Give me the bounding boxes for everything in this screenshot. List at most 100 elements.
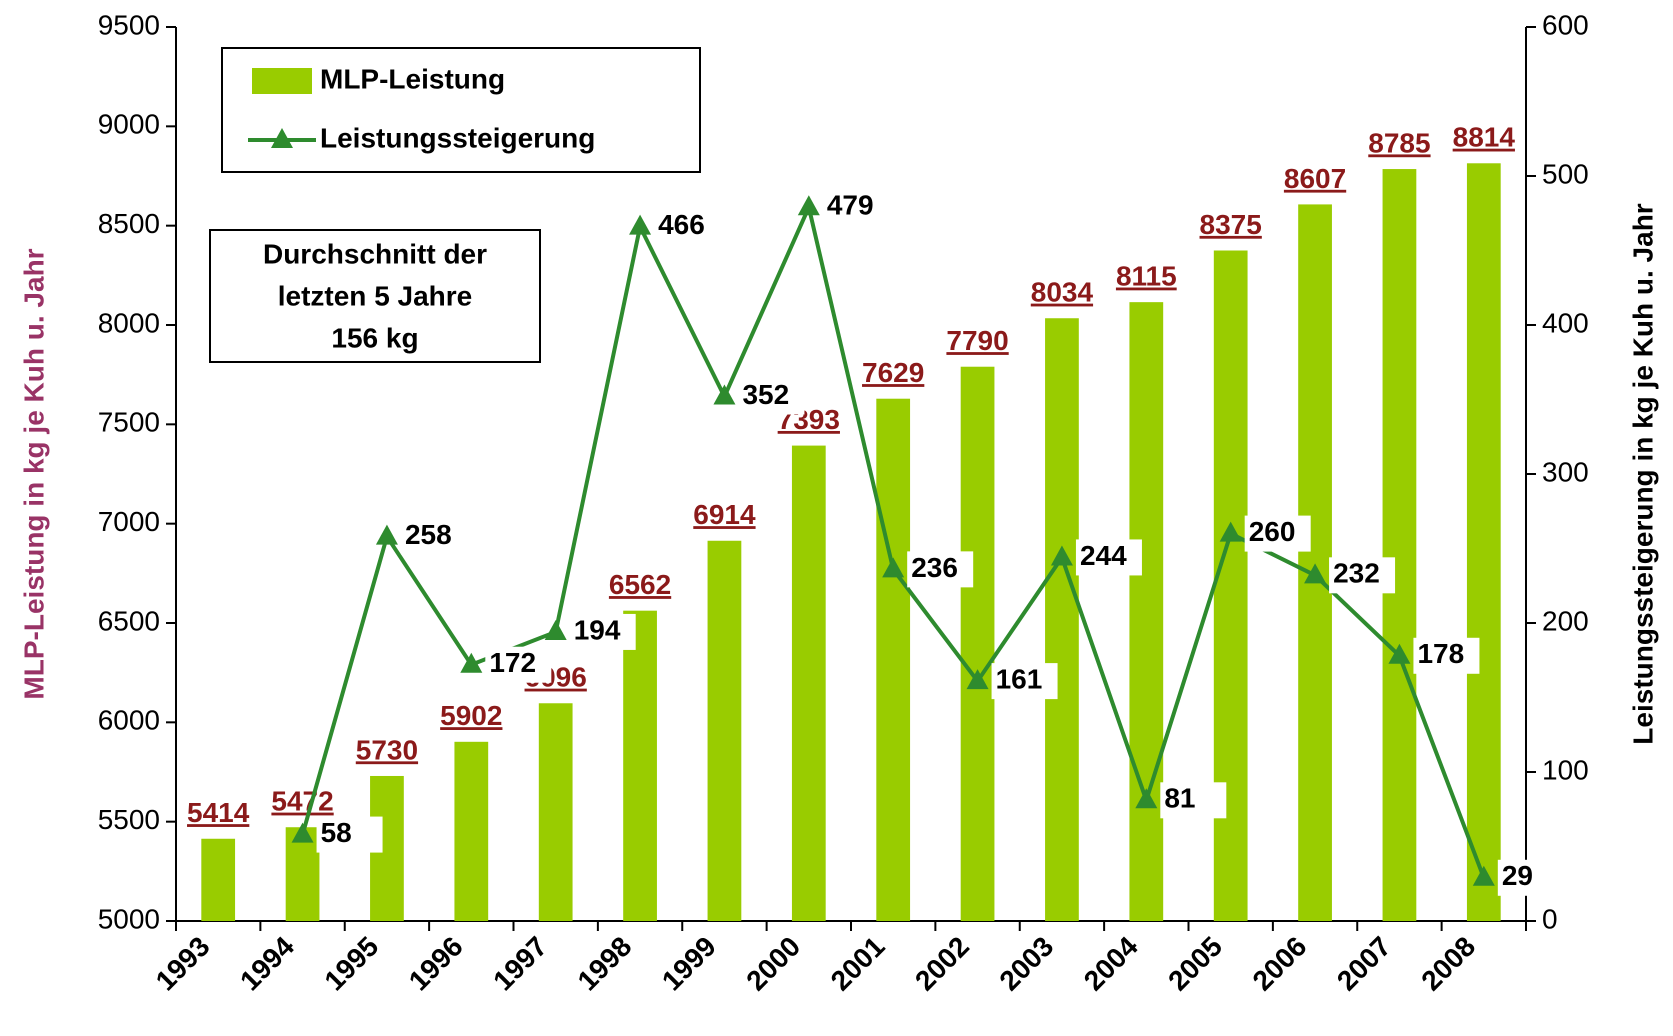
x-tick-label: 2000 [740, 931, 806, 997]
y-tick-label: 9500 [98, 9, 160, 40]
line-label-bg [400, 518, 467, 555]
bar-value-label: 5730 [356, 734, 418, 765]
x-tick-label: 1999 [656, 931, 722, 997]
annotation-text: Durchschnitt der [263, 238, 487, 269]
line-label-bg [316, 816, 383, 853]
line-marker [544, 619, 567, 640]
x-tick-label: 1998 [572, 931, 638, 997]
bar-value-label: 5472 [271, 786, 333, 817]
bar-value-label: 8607 [1284, 163, 1346, 194]
bar-value-label: 8034 [1031, 277, 1094, 308]
bar [707, 540, 742, 921]
line-marker [629, 214, 652, 235]
line-marker [375, 524, 398, 545]
y-axis-title: MLP-Leistung in kg je Kuh u. Jahr [18, 248, 49, 699]
annotation-text: letzten 5 Jahre [278, 280, 473, 311]
y-tick-label: 5000 [98, 903, 160, 934]
line-label-bg [485, 646, 552, 683]
line-value-label: 178 [1417, 638, 1464, 669]
bar [1298, 204, 1332, 922]
line-marker [1050, 545, 1073, 566]
bar [623, 610, 657, 921]
bar [1213, 250, 1248, 921]
line-marker [291, 822, 314, 843]
bar [960, 366, 995, 922]
y-tick-label: 9000 [98, 109, 160, 140]
line-label-bg [1075, 539, 1142, 576]
annotation-box [209, 229, 541, 363]
line-label-bg [1160, 782, 1227, 819]
bar [1382, 169, 1417, 922]
legend-marker [271, 128, 293, 148]
line-label-bg [738, 378, 805, 415]
y-tick-label: 6000 [98, 705, 160, 736]
bar [791, 445, 826, 921]
legend-swatch [252, 68, 312, 94]
line-label-bg [1413, 637, 1480, 674]
line-value-label: 466 [658, 209, 705, 240]
x-tick-label: 2007 [1331, 931, 1397, 997]
line-value-label: 244 [1080, 540, 1127, 571]
bar-value-label: 5902 [440, 700, 502, 731]
x-tick-label: 1995 [318, 931, 384, 997]
line-marker [966, 669, 989, 690]
line-marker [1472, 865, 1495, 886]
line-marker [1135, 788, 1158, 809]
y-tick-label: 8000 [98, 307, 160, 338]
line-label-bg [1497, 859, 1564, 896]
bar [876, 398, 911, 921]
line-value-label: 260 [1249, 516, 1296, 547]
line-label-bg [822, 189, 889, 226]
line-value-label: 352 [742, 379, 789, 410]
x-tick-label: 1993 [150, 931, 216, 997]
line-label-bg [654, 208, 721, 245]
bar [285, 827, 320, 921]
line-value-label: 194 [574, 614, 621, 645]
bar-value-label: 8814 [1453, 122, 1516, 153]
line-label-bg [1244, 515, 1311, 552]
bar-value-label: 8115 [1116, 261, 1177, 292]
bar [1466, 163, 1501, 921]
annotation-text: 156 kg [331, 322, 418, 353]
line-value-label: 232 [1333, 558, 1380, 589]
line-value-label: 29 [1502, 860, 1533, 891]
line-label-bg [1329, 557, 1396, 594]
y2-tick-label: 500 [1542, 158, 1589, 189]
x-tick-label: 2005 [1162, 931, 1228, 997]
line-marker [882, 557, 905, 578]
x-tick-label: 2001 [825, 931, 891, 997]
line-marker [1388, 643, 1411, 664]
bar-value-label: 7629 [862, 357, 924, 388]
bar-value-label: 8375 [1200, 209, 1262, 240]
bar [1045, 318, 1079, 921]
x-tick-label: 2006 [1247, 931, 1313, 997]
x-tick-label: 2008 [1415, 931, 1481, 997]
bar-value-label: 6562 [609, 569, 671, 600]
x-tick-label: 1994 [234, 930, 300, 996]
line-value-label: 81 [1164, 783, 1195, 814]
x-tick-label: 2003 [993, 931, 1059, 997]
y-tick-label: 8500 [98, 208, 160, 239]
y2-tick-label: 600 [1542, 9, 1589, 40]
bar [538, 703, 573, 921]
line-marker [1219, 521, 1242, 542]
y2-axis-title: Leistungssteigerung in kg je Kuh u. Jahr [1627, 203, 1658, 745]
line-marker [797, 195, 820, 216]
y2-tick-label: 0 [1542, 903, 1558, 934]
y-tick-label: 7000 [98, 506, 160, 537]
y2-tick-label: 100 [1542, 754, 1589, 785]
line-value-label: 58 [321, 817, 352, 848]
bar [201, 838, 236, 921]
bar-value-label: 7790 [946, 325, 1008, 356]
bar [1129, 302, 1164, 921]
y2-tick-label: 200 [1542, 605, 1589, 636]
y-tick-label: 6500 [98, 605, 160, 636]
line-marker [713, 384, 736, 405]
x-tick-label: 1997 [487, 931, 553, 997]
legend-label: Leistungssteigerung [320, 122, 595, 153]
legend-label: MLP-Leistung [320, 63, 505, 94]
bar-value-label: 8785 [1368, 127, 1430, 158]
line-value-label: 172 [489, 647, 536, 678]
line-label-bg [991, 663, 1058, 700]
line-value-label: 236 [911, 552, 958, 583]
